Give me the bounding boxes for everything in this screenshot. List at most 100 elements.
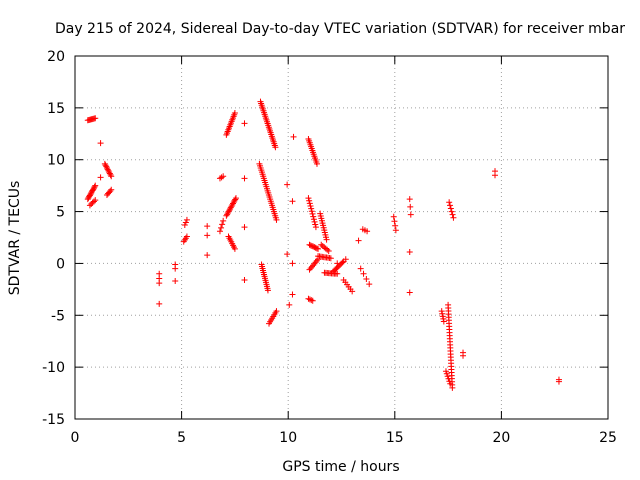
data-point — [232, 196, 239, 203]
data-point — [290, 133, 297, 140]
data-point — [407, 211, 414, 218]
data-point — [92, 182, 99, 189]
data-points — [84, 98, 562, 391]
data-point — [450, 214, 457, 221]
data-point — [492, 172, 499, 179]
data-point — [224, 211, 231, 218]
data-point — [313, 257, 320, 264]
data-point — [327, 255, 334, 262]
x-tick-label: 5 — [177, 430, 186, 446]
data-point — [308, 297, 315, 304]
data-point — [306, 296, 313, 303]
chart-title: Day 215 of 2024, Sidereal Day-to-day VTE… — [55, 21, 625, 37]
data-point — [182, 219, 189, 226]
data-point — [310, 213, 317, 220]
data-point — [308, 208, 315, 215]
data-point — [204, 223, 211, 230]
y-tick-label: 10 — [47, 153, 65, 169]
data-point — [438, 308, 445, 315]
data-point — [325, 247, 332, 254]
data-point — [363, 275, 370, 282]
data-point — [289, 260, 296, 267]
data-point — [357, 265, 364, 272]
data-point — [220, 217, 227, 224]
data-point — [324, 246, 331, 253]
data-point — [555, 378, 562, 385]
y-tick-label: -5 — [51, 308, 65, 324]
data-point — [108, 173, 115, 180]
x-tick-labels: 0 5 10 15 20 25 — [71, 430, 617, 446]
grid-lines — [75, 56, 608, 419]
data-point — [89, 199, 96, 206]
data-point — [289, 198, 296, 205]
data-point — [366, 281, 373, 288]
data-point — [310, 216, 317, 223]
data-point — [101, 160, 108, 167]
data-point — [220, 173, 227, 180]
data-point — [447, 202, 454, 209]
data-point — [232, 195, 239, 202]
data-point — [105, 167, 112, 174]
data-point — [308, 205, 315, 212]
data-point — [183, 216, 190, 223]
data-point — [406, 289, 413, 296]
y-tick-label: -15 — [42, 412, 65, 428]
data-point — [449, 211, 456, 218]
data-point — [218, 224, 225, 231]
data-point — [272, 144, 279, 151]
x-tick-label: 25 — [599, 430, 617, 446]
data-point — [230, 199, 237, 206]
y-tick-label: 0 — [56, 256, 65, 272]
data-point — [360, 270, 367, 277]
y-tick-label: -10 — [42, 360, 65, 376]
x-tick-label: 0 — [71, 430, 80, 446]
data-point — [223, 212, 230, 219]
data-point — [227, 205, 234, 212]
data-point — [231, 245, 238, 252]
data-point — [439, 313, 446, 320]
data-point — [156, 300, 163, 307]
data-point — [225, 208, 232, 215]
data-point — [440, 318, 447, 325]
data-point — [313, 245, 320, 252]
data-point — [392, 222, 399, 229]
data-point — [90, 198, 97, 205]
data-point — [224, 210, 231, 217]
data-point — [264, 287, 271, 294]
data-point — [241, 175, 248, 182]
data-point — [334, 260, 341, 267]
data-point — [306, 200, 313, 207]
y-axis-title: SDTVAR / TECUs — [7, 181, 23, 296]
data-point — [204, 232, 211, 239]
data-point — [218, 174, 225, 181]
data-point — [106, 170, 113, 177]
data-point — [307, 203, 314, 210]
x-axis-title: GPS time / hours — [282, 459, 399, 475]
data-point — [219, 221, 226, 228]
data-point — [231, 110, 238, 117]
data-point — [172, 278, 179, 285]
data-point — [97, 174, 104, 181]
data-point — [355, 237, 362, 244]
data-point — [342, 256, 349, 263]
data-point — [241, 224, 248, 231]
data-point — [312, 221, 319, 228]
data-point — [216, 228, 223, 235]
data-point — [311, 218, 318, 225]
data-point — [447, 380, 454, 387]
data-point — [97, 140, 104, 147]
data-point — [103, 163, 110, 170]
data-point — [228, 203, 235, 210]
data-point — [460, 352, 467, 359]
data-point — [204, 252, 211, 259]
data-point — [156, 280, 163, 287]
data-point — [104, 166, 111, 173]
data-point — [183, 233, 190, 240]
data-point — [103, 165, 110, 172]
data-point — [309, 297, 316, 304]
data-point — [439, 310, 446, 317]
data-point — [172, 265, 179, 272]
data-point — [447, 205, 454, 212]
data-point — [289, 291, 296, 298]
